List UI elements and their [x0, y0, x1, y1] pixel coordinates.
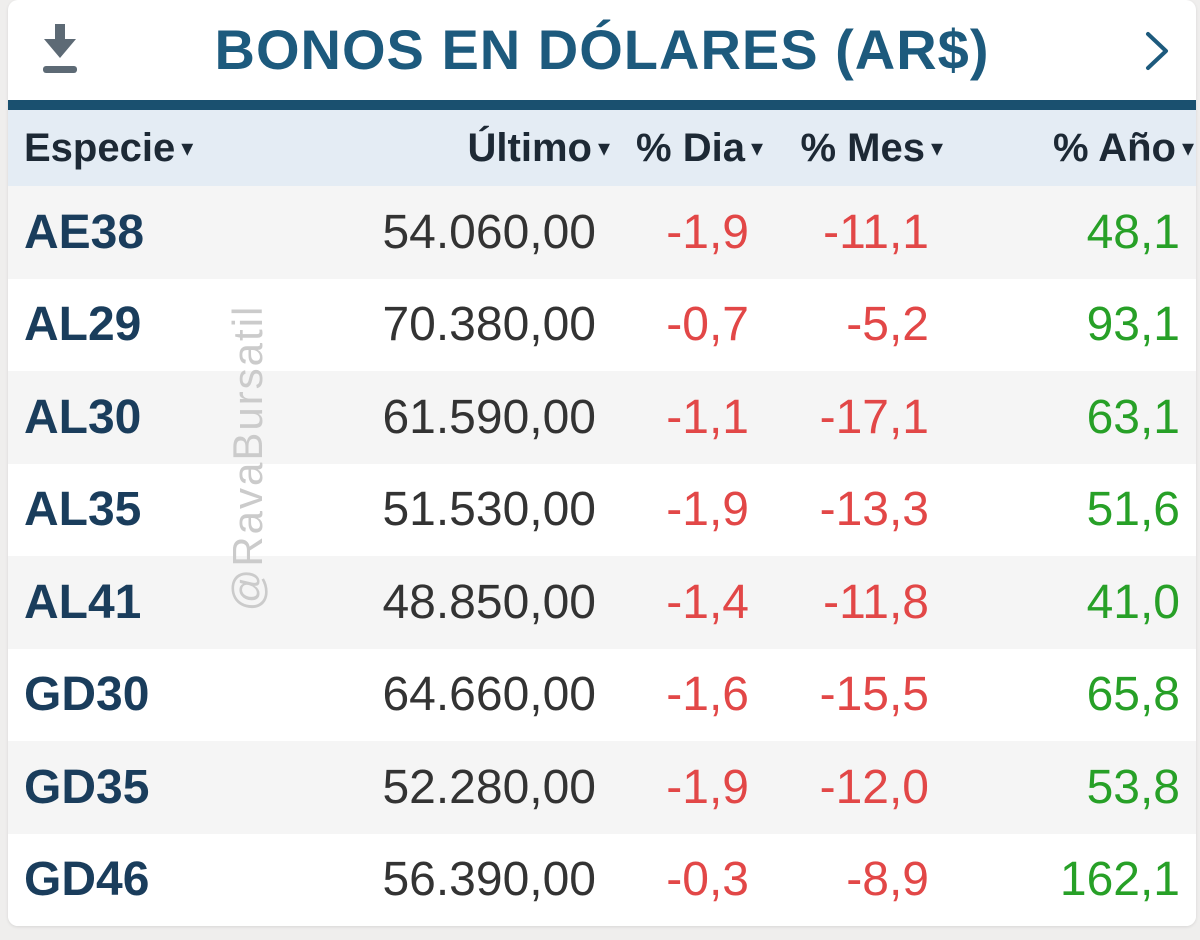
dia-cell: -1,6 — [666, 668, 749, 722]
column-header-ultimo[interactable]: Último ▾ — [248, 110, 612, 186]
column-label: % Dia — [636, 125, 745, 170]
mes-cell: -5,2 — [846, 298, 929, 352]
mes-cell: -17,1 — [819, 390, 929, 444]
widget-title: BONOS EN DÓLARES (AR$) — [214, 18, 990, 81]
ultimo-cell: 70.380,00 — [382, 298, 596, 352]
table-row: AL30 61.590,00 -1,1 -17,1 63,1 — [8, 371, 1196, 464]
column-header-especie[interactable]: Especie ▾ — [8, 110, 248, 186]
bonds-widget-card: BONOS EN DÓLARES (AR$) Especie ▾ Último ▾ … — [8, 0, 1196, 926]
ticker-cell[interactable]: AL35 — [24, 483, 142, 537]
sort-descending-icon: ▾ — [181, 134, 194, 162]
mes-cell: -13,3 — [819, 483, 929, 537]
dia-cell: -1,4 — [666, 575, 749, 629]
ticker-cell[interactable]: AL29 — [24, 298, 142, 352]
ticker-cell[interactable]: AE38 — [24, 205, 145, 259]
ultimo-cell: 48.850,00 — [382, 575, 596, 629]
ano-cell: 51,6 — [1086, 483, 1180, 537]
ano-cell: 41,0 — [1086, 575, 1180, 629]
dia-cell: -1,9 — [666, 483, 749, 537]
ultimo-cell: 51.530,00 — [382, 483, 596, 537]
mes-cell: -12,0 — [819, 760, 929, 814]
ano-cell: 65,8 — [1086, 668, 1180, 722]
column-header-mes[interactable]: % Mes ▾ — [765, 110, 945, 186]
table-row: AL35 51.530,00 -1,9 -13,3 51,6 — [8, 463, 1196, 556]
ano-cell: 48,1 — [1086, 205, 1180, 259]
bonds-table: Especie ▾ Último ▾ % Dia ▾ % Mes ▾ % Año ▾ AE… — [8, 110, 1196, 926]
dia-cell: -1,9 — [666, 760, 749, 814]
sort-descending-icon: ▾ — [1181, 134, 1194, 162]
download-icon[interactable] — [34, 22, 86, 78]
column-label: Especie — [24, 125, 176, 170]
ano-cell: 63,1 — [1086, 390, 1180, 444]
column-label: Último — [467, 125, 592, 170]
ultimo-cell: 52.280,00 — [382, 760, 596, 814]
chevron-right-icon[interactable] — [1140, 28, 1174, 74]
ticker-cell[interactable]: GD35 — [24, 760, 150, 814]
ultimo-cell: 56.390,00 — [382, 853, 596, 907]
ticker-cell[interactable]: GD46 — [24, 853, 150, 907]
dia-cell: -0,7 — [666, 298, 749, 352]
table-row: GD46 56.390,00 -0,3 -8,9 162,1 — [8, 833, 1196, 926]
dia-cell: -0,3 — [666, 853, 749, 907]
table-row: GD30 64.660,00 -1,6 -15,5 65,8 — [8, 648, 1196, 741]
column-header-dia[interactable]: % Dia ▾ — [612, 110, 765, 186]
ultimo-cell: 54.060,00 — [382, 205, 596, 259]
ultimo-cell: 61.590,00 — [382, 390, 596, 444]
dia-cell: -1,1 — [666, 390, 749, 444]
ano-cell: 53,8 — [1086, 760, 1180, 814]
sort-descending-icon: ▾ — [930, 134, 943, 162]
ultimo-cell: 64.660,00 — [382, 668, 596, 722]
widget-header: BONOS EN DÓLARES (AR$) — [8, 0, 1196, 100]
header-divider-bar — [8, 100, 1196, 110]
sort-descending-icon: ▾ — [597, 134, 610, 162]
column-label: % Año — [1053, 125, 1176, 170]
column-label: % Mes — [800, 125, 925, 170]
ticker-cell[interactable]: AL30 — [24, 390, 142, 444]
ano-cell: 162,1 — [1059, 853, 1180, 907]
mes-cell: -8,9 — [846, 853, 929, 907]
ticker-cell[interactable]: GD30 — [24, 668, 150, 722]
dia-cell: -1,9 — [666, 205, 749, 259]
table-row: AL29 70.380,00 -0,7 -5,2 93,1 — [8, 278, 1196, 371]
table-row: AE38 54.060,00 -1,9 -11,1 48,1 — [8, 186, 1196, 279]
ano-cell: 93,1 — [1086, 298, 1180, 352]
table-header-row: Especie ▾ Último ▾ % Dia ▾ % Mes ▾ % Año ▾ — [8, 110, 1196, 186]
ticker-cell[interactable]: AL41 — [24, 575, 142, 629]
table-row: GD35 52.280,00 -1,9 -12,0 53,8 — [8, 741, 1196, 834]
sort-descending-icon: ▾ — [750, 134, 763, 162]
column-header-ano[interactable]: % Año ▾ — [945, 110, 1196, 186]
mes-cell: -15,5 — [819, 668, 929, 722]
mes-cell: -11,8 — [823, 575, 929, 629]
table-row: AL41 48.850,00 -1,4 -11,8 41,0 — [8, 556, 1196, 649]
mes-cell: -11,1 — [823, 205, 929, 259]
